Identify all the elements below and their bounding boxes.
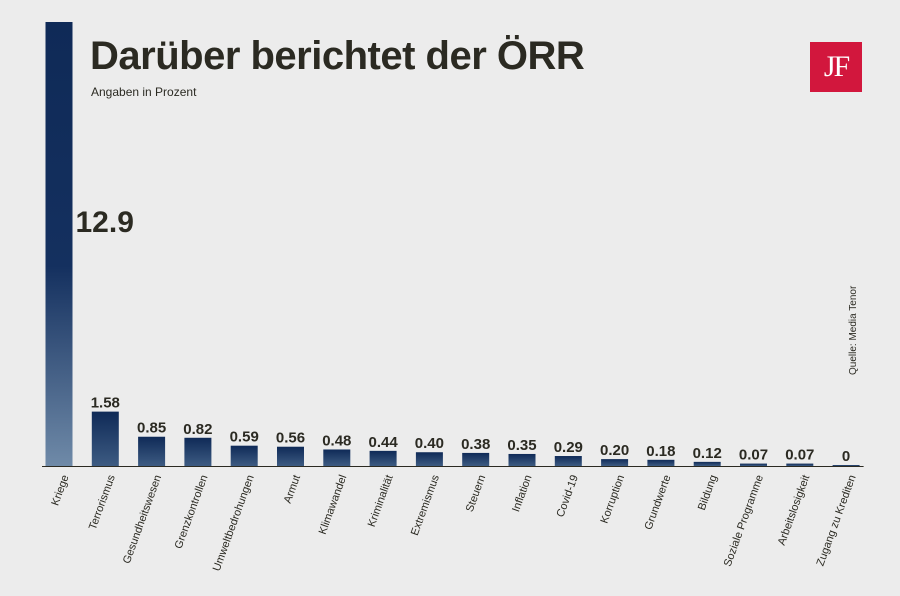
chart-title: Darüber berichtet der ÖRR: [90, 34, 585, 78]
bar-4: [184, 437, 212, 466]
bar-13: [601, 459, 629, 466]
jf-logo: JF: [810, 42, 862, 92]
category-label-12: Covid-19: [555, 473, 581, 518]
category-label-8: Kriminalität: [366, 473, 396, 528]
bar-12: [554, 456, 582, 466]
value-label-10: 0.38: [461, 436, 490, 453]
bar-15: [693, 461, 721, 466]
category-label-11: Inflation: [510, 473, 534, 513]
value-label-18: 0: [842, 448, 850, 465]
bar-10: [462, 452, 490, 466]
bar-1: [45, 22, 73, 466]
category-label-3: Gesundheitswesen: [121, 473, 164, 565]
category-label-2: Terrorismus: [87, 473, 118, 532]
value-label-6: 0.56: [276, 430, 305, 447]
chart-subtitle: Angaben in Prozent: [91, 85, 197, 99]
category-label-5: Umweltbedrohungen: [211, 473, 257, 572]
value-label-5: 0.59: [230, 429, 259, 446]
category-label-14: Grundwerte: [643, 473, 674, 531]
bar-7: [323, 449, 351, 466]
bar-5: [230, 445, 258, 466]
category-label-13: Korruption: [599, 473, 628, 525]
value-label-11: 0.35: [507, 437, 536, 454]
bar-16: [740, 463, 767, 466]
value-label-3: 0.85: [137, 420, 166, 437]
value-label-8: 0.44: [368, 434, 398, 451]
bar-17: [786, 463, 814, 466]
value-label-9: 0.40: [415, 435, 444, 452]
bar-3: [138, 436, 166, 466]
value-label-15: 0.12: [693, 445, 722, 462]
category-label-10: Steuern: [464, 473, 488, 513]
value-label-7: 0.48: [322, 432, 351, 449]
bar-8: [369, 450, 397, 466]
bar-6: [277, 446, 304, 466]
value-label-12: 0.29: [554, 439, 583, 456]
category-label-4: Grenzkontrollen: [173, 473, 211, 550]
value-label-17: 0.07: [785, 447, 814, 464]
bar-14: [647, 459, 675, 466]
category-label-1: Kriege: [49, 473, 71, 507]
bar-2: [91, 411, 119, 466]
category-label-16: Soziale Programme: [722, 473, 766, 568]
category-label-6: Armut: [282, 473, 303, 505]
category-label-17: Arbeitslosigkeit: [776, 473, 813, 547]
value-label-13: 0.20: [600, 442, 629, 459]
value-label-2: 1.58: [91, 395, 120, 412]
category-label-18: Zugang zu Krediten: [815, 473, 859, 567]
category-label-15: Bildung: [696, 473, 720, 512]
bar-11: [508, 453, 536, 466]
category-label-9: Extremismus: [409, 473, 442, 537]
bar-9: [415, 452, 443, 466]
category-label-7: Klimawandel: [317, 473, 350, 536]
value-label-14: 0.18: [646, 443, 675, 460]
value-label-4: 0.82: [183, 421, 212, 438]
value-label-16: 0.07: [739, 447, 768, 464]
value-label-1: 12.9: [76, 206, 134, 239]
bar-18: [832, 465, 860, 466]
